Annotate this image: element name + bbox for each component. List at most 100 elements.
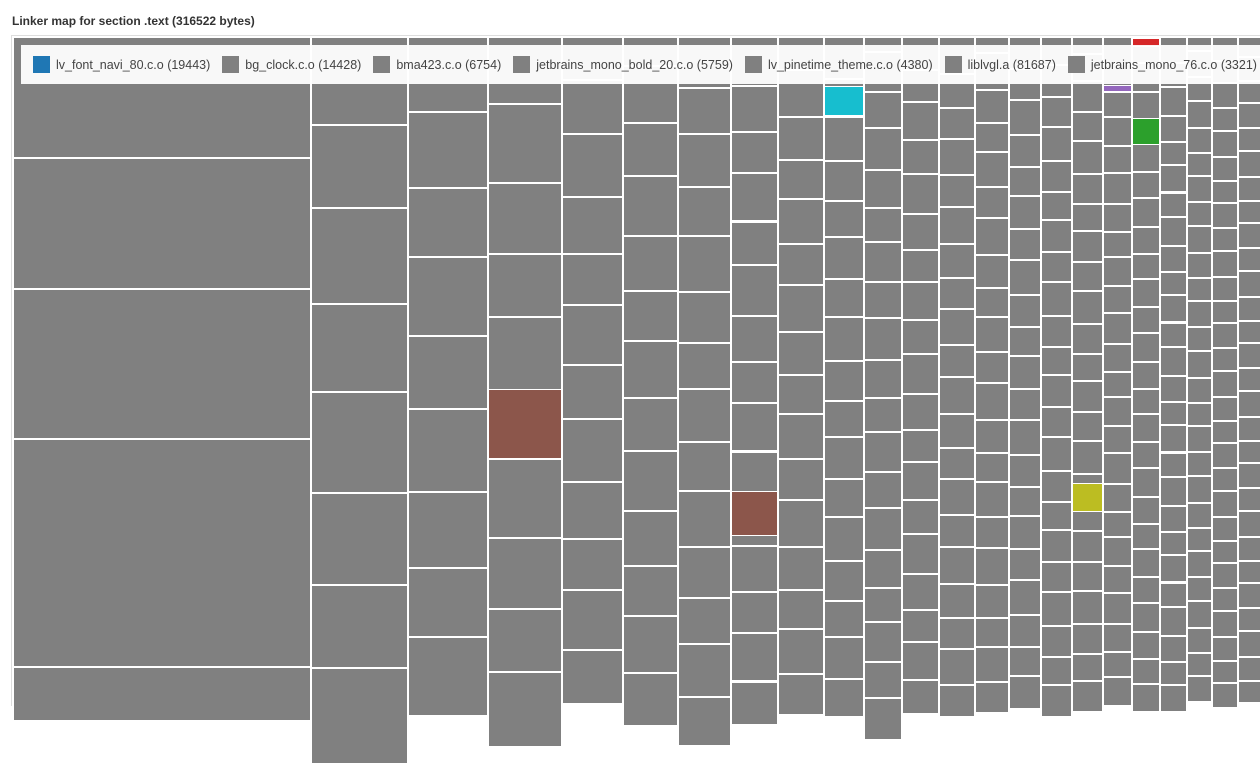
treemap-cell[interactable] — [778, 547, 824, 591]
treemap-cell[interactable] — [623, 566, 678, 616]
treemap-cell[interactable] — [1009, 167, 1041, 196]
treemap-cell[interactable] — [939, 618, 975, 649]
treemap-cell[interactable] — [1132, 497, 1160, 525]
treemap-cell[interactable] — [678, 697, 731, 746]
treemap-cell[interactable] — [1072, 562, 1103, 591]
treemap-cell[interactable] — [1212, 181, 1238, 203]
treemap-cell[interactable] — [1041, 192, 1072, 220]
treemap-cell[interactable] — [1160, 635, 1187, 662]
treemap-cell[interactable] — [1009, 549, 1041, 580]
treemap-cell[interactable] — [824, 479, 864, 517]
treemap-cell[interactable] — [408, 336, 488, 409]
treemap-cell[interactable] — [1132, 683, 1160, 712]
treemap-cell[interactable] — [1160, 245, 1187, 272]
treemap-cell[interactable] — [1212, 347, 1238, 371]
treemap-cell[interactable] — [1103, 536, 1132, 567]
treemap-cell[interactable] — [311, 391, 408, 493]
treemap-cell[interactable] — [864, 587, 902, 622]
treemap-cell[interactable] — [824, 561, 864, 601]
treemap-cell[interactable] — [1009, 515, 1041, 550]
treemap-cell[interactable] — [1212, 562, 1238, 588]
treemap-cell[interactable] — [408, 112, 488, 189]
treemap-cell[interactable] — [1072, 140, 1103, 174]
treemap-cell[interactable] — [623, 673, 678, 726]
treemap-cell[interactable] — [1041, 684, 1072, 718]
treemap-cell[interactable] — [1212, 301, 1238, 323]
treemap-cell[interactable] — [1187, 576, 1212, 601]
treemap-cell[interactable] — [1009, 135, 1041, 167]
treemap-cell[interactable] — [902, 140, 939, 175]
legend-item[interactable]: jetbrains_mono_bold_20.c.o (5759) — [507, 56, 733, 73]
treemap-cell[interactable] — [1009, 355, 1041, 390]
treemap-cell[interactable] — [1212, 517, 1238, 541]
treemap-cell[interactable] — [1103, 172, 1132, 204]
treemap-cell[interactable] — [1103, 623, 1132, 652]
treemap-cell[interactable] — [824, 361, 864, 401]
treemap-cell[interactable] — [562, 650, 623, 705]
treemap-cell[interactable] — [864, 169, 902, 208]
treemap-cell[interactable] — [902, 214, 939, 250]
treemap-cell[interactable] — [678, 490, 731, 547]
treemap-cell[interactable] — [1212, 322, 1238, 348]
treemap-cell[interactable] — [562, 365, 623, 420]
treemap-cell[interactable] — [1072, 680, 1103, 713]
treemap-cell[interactable] — [778, 375, 824, 415]
treemap-cell[interactable] — [824, 401, 864, 437]
treemap-cell[interactable] — [1041, 219, 1072, 253]
treemap-cell[interactable] — [1238, 81, 1260, 103]
treemap-cell[interactable] — [1160, 505, 1187, 532]
treemap-cell[interactable] — [902, 320, 939, 355]
treemap-cell[interactable] — [778, 500, 824, 548]
treemap-cell[interactable] — [975, 187, 1009, 219]
treemap-cell[interactable] — [902, 174, 939, 214]
treemap-cell[interactable] — [1238, 151, 1260, 178]
treemap-cell[interactable] — [1132, 172, 1160, 198]
legend-item[interactable]: jetbrains_mono_76.c.o (3321) — [1062, 56, 1257, 73]
treemap-cell[interactable] — [1072, 323, 1103, 354]
treemap-cell[interactable] — [1187, 653, 1212, 676]
treemap-cell[interactable] — [939, 207, 975, 245]
treemap-cell[interactable] — [1238, 631, 1260, 658]
treemap-cell[interactable] — [1160, 192, 1187, 218]
treemap-cell[interactable] — [408, 636, 488, 717]
treemap-cell[interactable] — [975, 482, 1009, 517]
treemap-cell[interactable] — [488, 104, 562, 183]
treemap-cell[interactable] — [1238, 297, 1260, 322]
treemap-cell[interactable] — [1187, 628, 1212, 653]
treemap-cell[interactable] — [731, 633, 778, 682]
treemap-cell[interactable] — [939, 448, 975, 479]
treemap-cell[interactable] — [1103, 426, 1132, 453]
treemap-cell[interactable] — [1009, 327, 1041, 356]
treemap-cell[interactable] — [678, 88, 731, 134]
treemap-cell[interactable] — [1041, 471, 1072, 502]
treemap-cell[interactable] — [902, 610, 939, 643]
treemap-cell[interactable] — [1009, 647, 1041, 676]
treemap-cell[interactable] — [864, 281, 902, 318]
treemap-cell[interactable] — [1187, 326, 1212, 351]
treemap-cell[interactable] — [824, 201, 864, 237]
treemap-cell[interactable] — [1160, 685, 1187, 713]
treemap-cell[interactable] — [1041, 161, 1072, 192]
treemap-cell[interactable] — [488, 389, 562, 459]
treemap-cell[interactable] — [778, 332, 824, 376]
treemap-cell[interactable] — [1132, 254, 1160, 279]
treemap-cell[interactable] — [1103, 231, 1132, 257]
treemap-cell[interactable] — [902, 102, 939, 141]
treemap-cell[interactable] — [731, 403, 778, 452]
treemap-cell[interactable] — [1132, 118, 1160, 145]
treemap-cell[interactable] — [1212, 682, 1238, 708]
treemap-cell[interactable] — [1072, 112, 1103, 141]
treemap-cell[interactable] — [975, 152, 1009, 187]
treemap-cell[interactable] — [1009, 195, 1041, 230]
treemap-cell[interactable] — [1103, 343, 1132, 372]
treemap-cell[interactable] — [1238, 583, 1260, 609]
treemap-cell[interactable] — [1160, 607, 1187, 636]
treemap-cell[interactable] — [1187, 403, 1212, 426]
treemap-cell[interactable] — [1238, 561, 1260, 583]
treemap-cell[interactable] — [13, 439, 311, 667]
treemap-cell[interactable] — [678, 547, 731, 598]
treemap-cell[interactable] — [1009, 675, 1041, 710]
treemap-cell[interactable] — [1187, 201, 1212, 226]
treemap-cell[interactable] — [623, 175, 678, 236]
treemap-cell[interactable] — [1103, 116, 1132, 147]
